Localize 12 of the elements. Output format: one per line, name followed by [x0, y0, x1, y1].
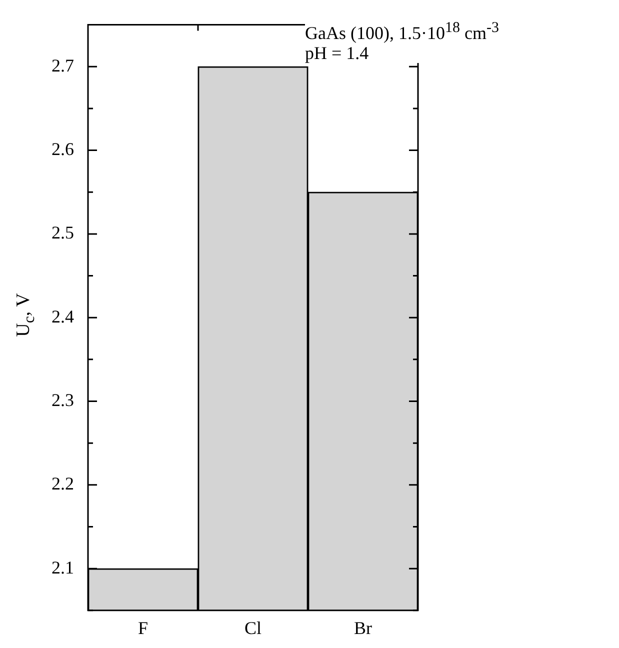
x-tick-label: F — [138, 618, 148, 638]
annotation: pH = 1.4 — [305, 43, 370, 63]
y-tick-label: 2.3 — [52, 390, 74, 410]
y-tick-label: 2.5 — [52, 222, 74, 243]
y-tick-label: 2.4 — [52, 306, 74, 326]
annotation: GaAs (100), 1.5·10$^{18}$ cm$^{-3}$ — [305, 19, 499, 43]
y-tick-label: 2.2 — [52, 474, 74, 494]
x-tick-label: Br — [354, 618, 372, 638]
x-tick-label: Cl — [244, 618, 262, 638]
y-tick-label: 2.7 — [52, 55, 74, 76]
y-tick-label: 2.1 — [52, 557, 74, 578]
y-tick-label: 2.6 — [52, 139, 74, 160]
